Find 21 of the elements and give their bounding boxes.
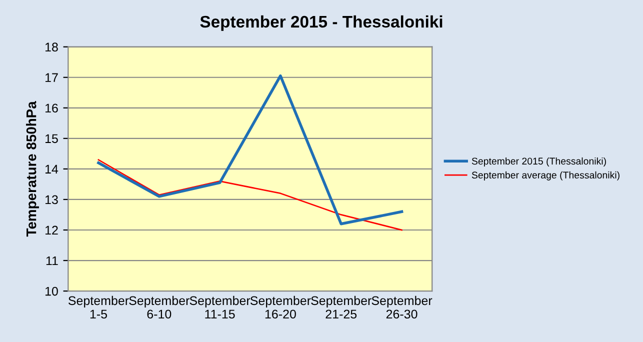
x-tick-label: September 6-10 bbox=[129, 296, 190, 319]
y-tick-label: 12 bbox=[45, 226, 58, 235]
legend-label: September average (Thessaloniki) bbox=[472, 171, 620, 180]
legend-label: September 2015 (Thessaloniki) bbox=[472, 157, 606, 167]
y-tick-label: 13 bbox=[45, 195, 58, 204]
y-tick-label: 18 bbox=[45, 42, 58, 52]
y-tick-label: 11 bbox=[46, 256, 58, 266]
y-axis-title: Temperature 850hPa bbox=[26, 101, 39, 237]
y-tick-label: 15 bbox=[45, 134, 58, 144]
x-tick-label: September 11-15 bbox=[190, 296, 250, 319]
y-tick-label: 17 bbox=[45, 73, 58, 82]
x-tick-label: September 1-5 bbox=[68, 296, 129, 319]
y-tick-label: 10 bbox=[45, 286, 58, 296]
chart-title: September 2015 - Thessaloniki bbox=[200, 15, 442, 31]
line-series bbox=[97, 74, 404, 226]
x-tick-label: September 26-30 bbox=[372, 296, 432, 319]
line-series bbox=[98, 159, 402, 231]
y-tick-label: 14 bbox=[45, 164, 58, 174]
x-tick-label: September 21-25 bbox=[311, 296, 372, 319]
x-tick-label: September 16-20 bbox=[250, 296, 311, 319]
y-tick-label: 16 bbox=[45, 104, 58, 113]
